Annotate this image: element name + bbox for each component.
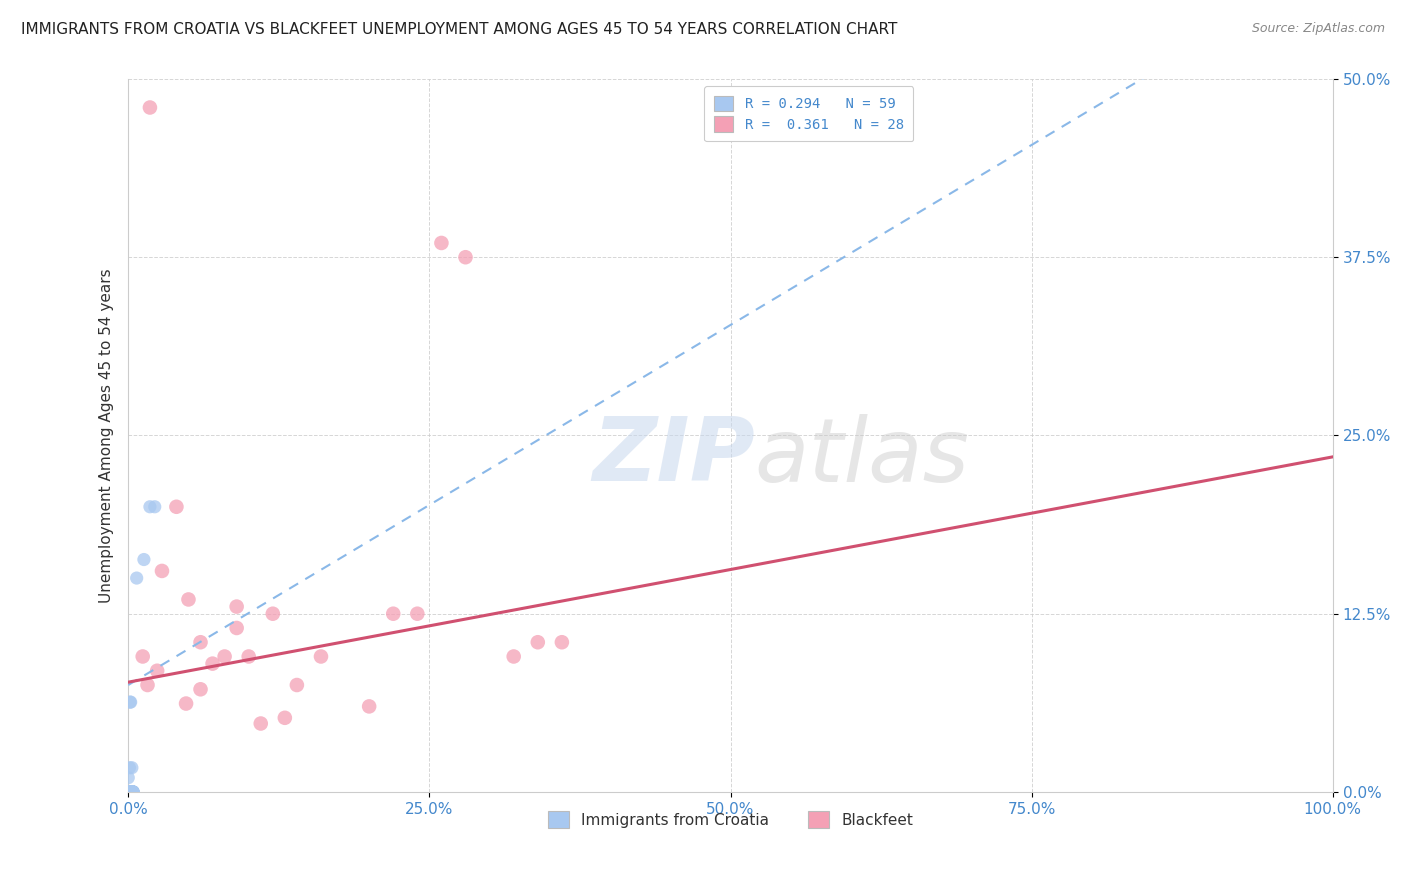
Point <box>146 664 169 678</box>
Point <box>118 761 141 775</box>
Point <box>406 607 429 621</box>
Point <box>122 785 145 799</box>
Point <box>121 785 143 799</box>
Point <box>120 785 142 799</box>
Point <box>120 785 142 799</box>
Point <box>118 785 141 799</box>
Text: ZIP: ZIP <box>592 413 755 500</box>
Point <box>120 785 142 799</box>
Point <box>118 785 141 799</box>
Point <box>238 649 260 664</box>
Point <box>502 649 524 664</box>
Legend: Immigrants from Croatia, Blackfeet: Immigrants from Croatia, Blackfeet <box>541 805 920 834</box>
Point <box>120 785 142 799</box>
Point <box>120 785 142 799</box>
Point <box>120 785 142 799</box>
Point <box>122 785 145 799</box>
Point <box>121 785 143 799</box>
Point <box>131 649 153 664</box>
Point <box>121 785 143 799</box>
Point <box>174 697 197 711</box>
Point <box>382 607 405 621</box>
Point <box>118 785 141 799</box>
Point <box>132 552 155 566</box>
Point <box>118 785 141 799</box>
Point <box>121 785 143 799</box>
Point <box>121 761 143 775</box>
Point <box>121 785 143 799</box>
Text: atlas: atlas <box>755 414 970 500</box>
Point <box>122 785 145 799</box>
Point <box>120 785 142 799</box>
Point <box>249 716 271 731</box>
Point <box>121 785 143 799</box>
Y-axis label: Unemployment Among Ages 45 to 54 years: Unemployment Among Ages 45 to 54 years <box>100 268 114 603</box>
Point <box>309 649 332 664</box>
Point <box>122 785 145 799</box>
Point <box>165 500 187 514</box>
Point <box>120 695 142 709</box>
Point <box>121 785 143 799</box>
Point <box>118 785 141 799</box>
Point <box>120 785 142 799</box>
Point <box>117 785 139 799</box>
Point <box>121 785 143 799</box>
Point <box>150 564 173 578</box>
Point <box>120 785 142 799</box>
Point <box>225 599 247 614</box>
Point <box>201 657 224 671</box>
Point <box>118 785 141 799</box>
Point <box>121 785 143 799</box>
Point <box>121 785 143 799</box>
Point <box>120 785 142 799</box>
Point <box>118 785 141 799</box>
Point <box>190 682 212 697</box>
Point <box>454 250 477 264</box>
Point <box>118 785 141 799</box>
Point <box>430 235 453 250</box>
Point <box>274 711 297 725</box>
Point <box>118 785 141 799</box>
Point <box>214 649 236 664</box>
Point <box>120 785 142 799</box>
Point <box>262 607 284 621</box>
Point <box>526 635 548 649</box>
Point <box>120 785 142 799</box>
Point <box>118 785 141 799</box>
Point <box>120 695 142 709</box>
Point <box>121 785 143 799</box>
Text: IMMIGRANTS FROM CROATIA VS BLACKFEET UNEMPLOYMENT AMONG AGES 45 TO 54 YEARS CORR: IMMIGRANTS FROM CROATIA VS BLACKFEET UNE… <box>21 22 897 37</box>
Point <box>139 101 162 115</box>
Point <box>121 785 143 799</box>
Point <box>118 785 141 799</box>
Point <box>118 785 141 799</box>
Point <box>225 621 247 635</box>
Point <box>190 635 212 649</box>
Point <box>121 785 143 799</box>
Text: Source: ZipAtlas.com: Source: ZipAtlas.com <box>1251 22 1385 36</box>
Point <box>117 771 139 785</box>
Point <box>120 785 142 799</box>
Point <box>139 500 162 514</box>
Point <box>118 785 141 799</box>
Point <box>122 785 145 799</box>
Point <box>551 635 574 649</box>
Point <box>120 785 142 799</box>
Point <box>177 592 200 607</box>
Point <box>359 699 381 714</box>
Point <box>143 500 166 514</box>
Point <box>118 785 141 799</box>
Point <box>285 678 308 692</box>
Point <box>136 678 159 692</box>
Point <box>120 785 142 799</box>
Point <box>122 785 145 799</box>
Point <box>121 785 143 799</box>
Point <box>125 571 148 585</box>
